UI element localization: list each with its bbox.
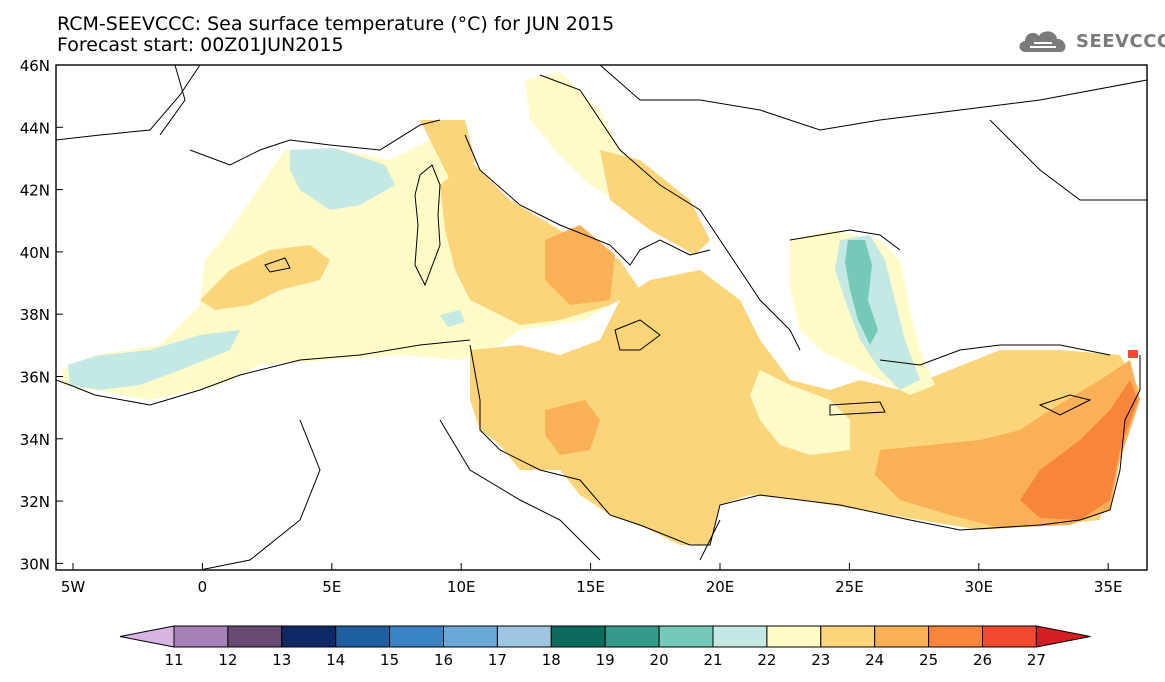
colorbar-label: 20: [650, 651, 669, 669]
sst-region-21-aegean: [845, 240, 878, 345]
lat-tick-label: 30N: [20, 555, 50, 573]
lat-tick-label: 44N: [20, 119, 50, 137]
colorbar-bin: [658, 625, 714, 648]
lon-tick-label: 5W: [61, 578, 86, 596]
lat-tick-label: 36N: [20, 369, 50, 387]
colorbar-bin: [335, 625, 391, 648]
sst-region-26-levantine: [1020, 380, 1138, 520]
sst-region-27-spot: [1128, 350, 1138, 358]
map-title: RCM-SEEVCCC: Sea surface temperature (°C…: [57, 13, 615, 35]
colorbar-label: 17: [488, 651, 507, 669]
forecast-start-label: Forecast start: 00Z01JUN2015: [57, 34, 344, 56]
sst-region-23-ionian: [750, 370, 850, 455]
sst-region-25-sicily-strait: [545, 400, 600, 455]
lon-tick-label: 0: [198, 578, 208, 596]
colorbar-label: 27: [1027, 651, 1046, 669]
colorbar-bin: [712, 625, 768, 648]
longitude-axis: 5W 0 5E 10E 15E 20E 25E 30E 35E: [61, 563, 1123, 596]
colorbar-label: 24: [865, 651, 884, 669]
lat-tick-label: 38N: [20, 306, 50, 324]
lon-tick-label: 15E: [576, 578, 605, 596]
coastlines: [56, 65, 1147, 570]
colorbar-bin: [227, 625, 283, 648]
colorbar-over-triangle: [1035, 625, 1091, 648]
colorbar-bin: [281, 625, 337, 648]
colorbar-label: 23: [811, 651, 830, 669]
colorbar-label: 21: [703, 651, 722, 669]
lat-tick-label: 42N: [20, 182, 50, 200]
colorbar-label: 26: [973, 651, 992, 669]
lon-tick-label: 5E: [322, 578, 341, 596]
colorbar-bin: [928, 625, 983, 648]
colorbar-under-triangle: [119, 625, 175, 648]
colorbar-label: 18: [542, 651, 561, 669]
colorbar-label: 19: [596, 651, 615, 669]
sst-field: [62, 72, 1140, 545]
lon-tick-label: 10E: [447, 578, 476, 596]
map-frame: [55, 64, 1148, 571]
sst-region-25-tyrrhenian: [545, 225, 615, 305]
colorbar-bin: [982, 625, 1037, 648]
sst-region-22-alboran: [68, 330, 240, 390]
colorbar: 11 12 13 14 15 16 17 18 19 20 21 22 23 24 25 26 27: [119, 625, 1091, 669]
colorbar-bin: [604, 625, 660, 648]
colorbar-label: 15: [380, 651, 399, 669]
colorbar-bin: [496, 625, 552, 648]
colorbar-label: 11: [164, 651, 183, 669]
colorbar-label: 13: [272, 651, 291, 669]
colorbar-bin: [173, 625, 229, 648]
colorbar-label: 25: [919, 651, 938, 669]
latitude-axis: 46N 44N 42N 40N 38N 36N 34N 32N 30N: [20, 57, 63, 573]
sst-region-24-adriatic: [600, 150, 710, 255]
lon-tick-label: 25E: [835, 578, 864, 596]
sst-region-22-tunisia: [440, 310, 465, 327]
colorbar-bin: [766, 625, 822, 648]
lat-tick-label: 46N: [20, 57, 50, 75]
colorbar-bin: [874, 625, 930, 648]
sst-region-22-gulf-lion: [290, 148, 395, 210]
logo-text: SEEVCCC: [1076, 30, 1165, 52]
cloud-icon: [1019, 31, 1066, 52]
lat-tick-label: 34N: [20, 431, 50, 449]
colorbar-label: 22: [757, 651, 776, 669]
seevccc-logo: SEEVCCC: [1016, 26, 1165, 56]
lat-tick-label: 32N: [20, 493, 50, 511]
sst-region-24-balearic: [200, 245, 330, 310]
colorbar-bin: [550, 625, 606, 648]
colorbar-label: 16: [434, 651, 453, 669]
lon-tick-label: 20E: [706, 578, 735, 596]
lat-tick-label: 40N: [20, 244, 50, 262]
colorbar-bin: [443, 625, 498, 648]
colorbar-bin: [389, 625, 445, 648]
sst-region-24-gulf: [420, 120, 475, 190]
colorbar-bin: [820, 625, 876, 648]
colorbar-label: 14: [326, 651, 345, 669]
lon-tick-label: 30E: [965, 578, 994, 596]
colorbar-label: 12: [218, 651, 237, 669]
lon-tick-label: 35E: [1094, 578, 1123, 596]
